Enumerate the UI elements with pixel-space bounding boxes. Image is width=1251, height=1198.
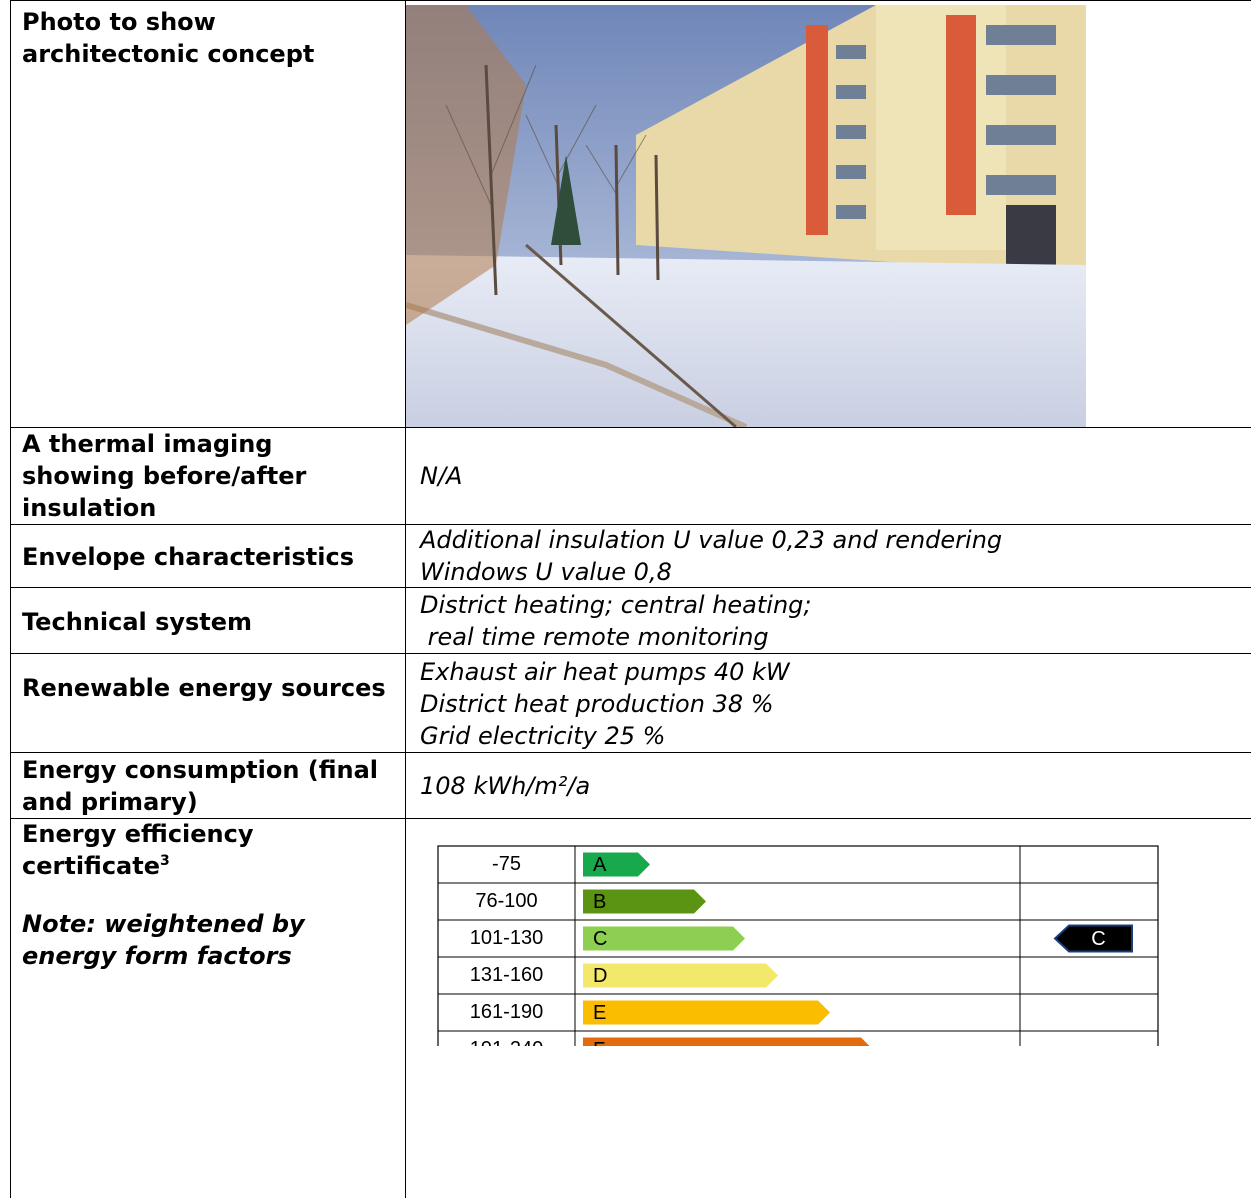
text: architectonic concept (22, 38, 314, 70)
range-label: 131-160 (470, 964, 543, 986)
note: energy form factors (22, 940, 305, 972)
table-border (10, 0, 11, 1198)
text: Grid electricity 25 % (420, 720, 790, 752)
energy-label: -75 A 76-100 B 101-130 C C 131-160 D 161-190 E 191-… (436, 844, 1162, 1046)
class-arrow (583, 1038, 873, 1047)
range-label: 101-130 (470, 927, 543, 949)
row-value: N/A (420, 460, 462, 492)
row-value: 108 kWh/m²/a (420, 770, 590, 802)
row-label: Envelope characteristics (22, 541, 354, 573)
text: Photo to show (22, 6, 314, 38)
row-value: Additional insulation U value 0,23 and r… (420, 524, 1002, 588)
text: Technical system (22, 606, 252, 638)
class-letter: F (593, 1039, 605, 1046)
class-letter: C (593, 928, 607, 950)
class-letter: A (593, 854, 607, 876)
table-border (10, 0, 1251, 1)
text: and primary) (22, 786, 378, 818)
text: insulation (22, 492, 306, 524)
range-label: 161-190 (470, 1001, 543, 1023)
class-letter: B (593, 891, 606, 913)
text: Additional insulation U value 0,23 and r… (420, 524, 1002, 556)
text: certificate (22, 852, 160, 880)
text: District heating; central heating; (420, 589, 812, 621)
text: District heat production 38 % (420, 688, 790, 720)
text: 108 kWh/m²/a (420, 770, 590, 802)
class-arrow (583, 1001, 830, 1025)
range-label: -75 (492, 853, 521, 875)
class-letter: E (593, 1002, 606, 1024)
text: showing before/after (22, 460, 306, 492)
table-border (10, 653, 1251, 654)
text: N/A (420, 460, 462, 492)
footnote-mark: 3 (160, 853, 170, 869)
range-label: 191-240 (470, 1038, 543, 1046)
row-label: Technical system (22, 606, 252, 638)
text: Windows U value 0,8 (420, 556, 1002, 588)
note: Note: weightened by (22, 908, 305, 940)
range-label: 76-100 (475, 890, 537, 912)
text: Exhaust air heat pumps 40 kW (420, 656, 790, 688)
text: real time remote monitoring (420, 621, 812, 653)
row-label: Energy efficiency certificate3 Note: wei… (22, 818, 305, 972)
row-label: Renewable energy sources (22, 672, 386, 704)
text: Envelope characteristics (22, 541, 354, 573)
row-value: District heating; central heating; real … (420, 589, 812, 653)
page: {"rows": [ {"label": ["Photo to show", "… (0, 0, 1251, 1198)
text: Energy consumption (final (22, 754, 378, 786)
text: A thermal imaging (22, 428, 306, 460)
class-arrow (583, 964, 778, 988)
text: Renewable energy sources (22, 672, 386, 704)
class-letter: D (593, 965, 607, 987)
building-photo (406, 5, 1086, 427)
rating-letter: C (1091, 928, 1105, 950)
text: Energy efficiency (22, 818, 305, 850)
table-border (10, 752, 1251, 753)
